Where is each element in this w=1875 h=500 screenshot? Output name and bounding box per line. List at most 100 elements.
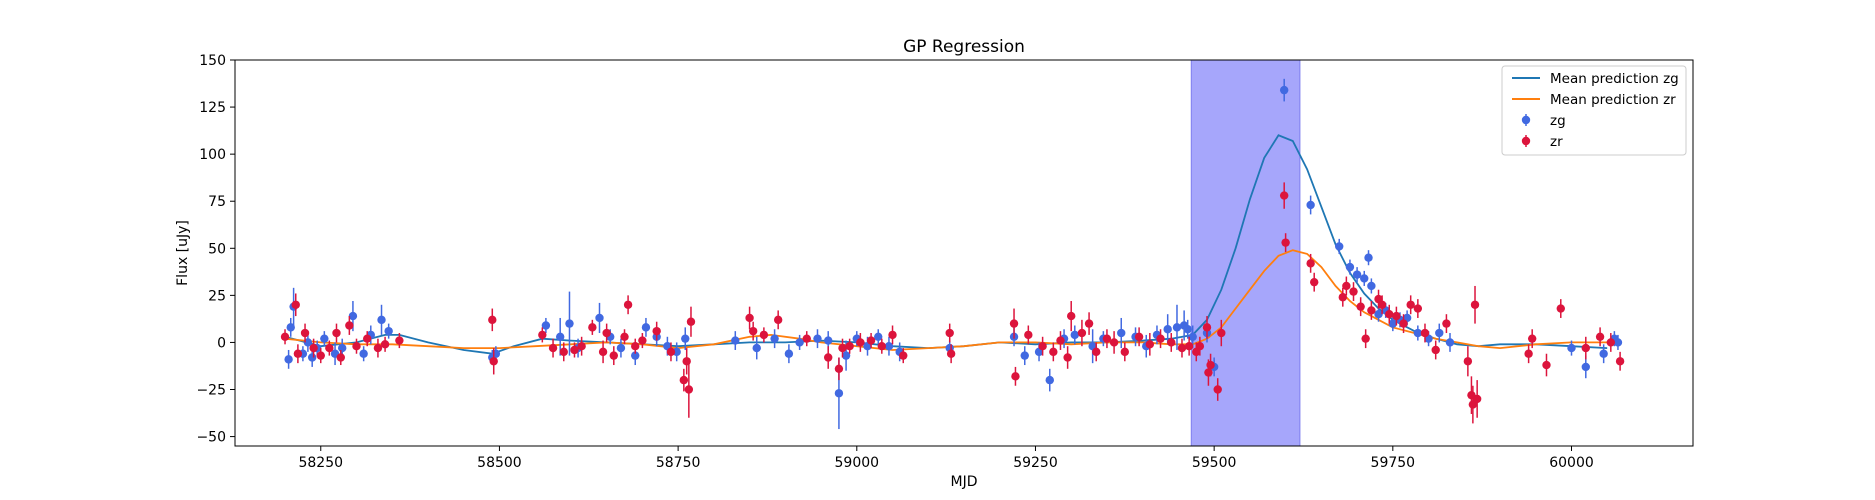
x-axis-label: MJD: [951, 474, 978, 490]
data-point: [813, 334, 822, 343]
x-tick-label: 59750: [1371, 455, 1416, 471]
data-point: [1011, 372, 1020, 381]
data-point: [856, 338, 865, 347]
data-point: [631, 351, 640, 360]
y-tick-label: 125: [199, 100, 226, 116]
data-point: [1567, 343, 1576, 353]
data-point: [1213, 385, 1222, 394]
data-point: [1024, 330, 1033, 340]
data-point: [638, 336, 647, 345]
data-point: [1306, 259, 1315, 268]
data-point: [380, 340, 390, 349]
data-point: [555, 332, 565, 341]
plot-area: 58250 58500 58750 59000 59250 59500 59750 60000…: [196, 53, 1694, 471]
data-point: [286, 323, 295, 332]
data-point: [1202, 323, 1212, 332]
data-point: [802, 334, 811, 343]
data-point: [1145, 340, 1155, 349]
data-point: [841, 351, 851, 360]
legend-item: Mean prediction zg: [1512, 71, 1679, 87]
data-point: [684, 385, 694, 394]
data-point: [652, 326, 661, 336]
data-point: [1172, 323, 1182, 332]
data-point: [1306, 200, 1315, 210]
data-point: [682, 357, 691, 366]
data-point: [1134, 332, 1144, 341]
data-point: [1613, 338, 1623, 347]
legend-item: zg: [1521, 113, 1566, 129]
data-point: [1335, 242, 1344, 251]
data-point: [1388, 319, 1398, 328]
data-point: [1527, 334, 1537, 343]
data-point: [1374, 309, 1383, 319]
legend-marker-swatch: [1521, 115, 1531, 125]
data-point: [1345, 262, 1355, 272]
data-point: [491, 349, 501, 358]
axes-frame: [234, 59, 1694, 447]
data-point: [1188, 332, 1197, 341]
data-point: [752, 343, 761, 353]
x-tick-label: 58500: [477, 455, 522, 471]
x-tick-label: 58250: [298, 455, 343, 471]
data-point: [631, 342, 640, 351]
data-point: [541, 321, 551, 330]
data-point: [377, 315, 386, 325]
data-point: [1163, 325, 1172, 334]
data-point: [686, 317, 696, 326]
x-tick-label: 58750: [656, 455, 701, 471]
data-point: [1279, 191, 1289, 200]
data-point: [293, 349, 303, 358]
data-point: [1367, 306, 1376, 315]
data-point: [588, 323, 597, 332]
data-point: [1360, 274, 1369, 283]
data-point: [303, 338, 313, 347]
data-point: [834, 389, 844, 398]
data-point: [1056, 336, 1065, 345]
data-point: [1361, 334, 1370, 343]
data-point: [1217, 328, 1226, 338]
x-tick-label: 59000: [835, 455, 880, 471]
data-point: [745, 313, 754, 323]
data-point: [1342, 281, 1351, 291]
chart-title: GP Regression: [903, 37, 1025, 57]
data-point: [1281, 238, 1290, 247]
legend-item: zr: [1521, 134, 1563, 150]
data-point: [641, 323, 651, 332]
data-point: [1364, 253, 1373, 262]
data-point: [316, 351, 325, 360]
data-point: [548, 343, 558, 353]
y-tick-label: 0: [217, 335, 226, 351]
data-point: [1009, 319, 1019, 328]
data-point: [620, 332, 629, 341]
y-tick-label: 100: [199, 147, 226, 163]
data-point: [1070, 330, 1079, 340]
data-point: [565, 319, 574, 328]
data-point: [1472, 394, 1482, 404]
y-tick-label: 75: [208, 194, 226, 210]
legend-item: Mean prediction zr: [1512, 92, 1676, 108]
legend-label: zg: [1550, 113, 1566, 129]
data-point: [325, 343, 334, 353]
data-point: [1392, 311, 1401, 321]
data-point: [348, 311, 358, 321]
data-point: [824, 353, 833, 362]
data-point: [1195, 342, 1205, 351]
data-point: [874, 332, 883, 341]
data-point: [1310, 277, 1319, 287]
series-points-zr: [280, 182, 1625, 424]
data-point: [489, 357, 498, 366]
legend-label: zr: [1550, 134, 1563, 150]
data-point: [1445, 338, 1455, 347]
data-point: [1470, 300, 1480, 309]
data-point: [1183, 325, 1192, 334]
data-point: [1420, 328, 1430, 338]
data-point: [1367, 281, 1376, 291]
data-point: [352, 342, 361, 351]
data-point: [1102, 334, 1112, 343]
x-tick-label: 59250: [1013, 455, 1058, 471]
data-point: [838, 343, 847, 353]
data-point: [602, 328, 611, 338]
y-tick-label: 50: [208, 241, 226, 257]
data-point: [1413, 328, 1423, 338]
data-point: [1615, 357, 1625, 366]
